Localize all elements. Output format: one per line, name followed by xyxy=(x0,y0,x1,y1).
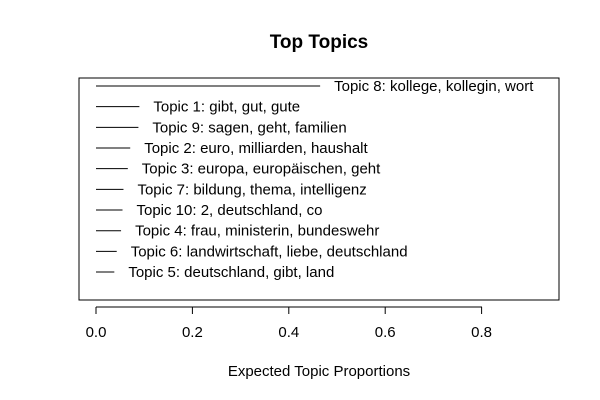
plot-frame xyxy=(78,77,560,301)
topic-label: Topic 1: gibt, gut, gute xyxy=(153,99,300,116)
x-axis-title: Expected Topic Proportions xyxy=(228,363,410,380)
topic-label: Topic 8: kollege, kollegin, wort xyxy=(334,78,534,95)
topic-label: Topic 6: landwirtschaft, liebe, deutschl… xyxy=(131,243,408,260)
x-tick-label: 0.6 xyxy=(375,324,396,341)
topic-label: Topic 5: deutschland, gibt, land xyxy=(128,264,334,281)
topic-label: Topic 7: bildung, thema, intelligenz xyxy=(137,181,366,198)
topic-label: Topic 9: sagen, geht, familien xyxy=(152,119,346,136)
topic-series: Topic 8: kollege, kollegin, wort Topic 1:… xyxy=(96,78,534,281)
x-axis-ticks: 0.0 0.2 0.4 0.6 0.8 xyxy=(86,307,492,341)
topic-label: Topic 2: euro, milliarden, haushalt xyxy=(144,140,368,157)
topic-label: Topic 4: frau, ministerin, bundeswehr xyxy=(135,223,379,240)
x-tick-label: 0.8 xyxy=(471,324,492,341)
x-tick-label: 0.0 xyxy=(86,324,107,341)
topic-label: Topic 3: europa, europäischen, geht xyxy=(142,161,381,178)
topic-label: Topic 10: 2, deutschland, co xyxy=(137,202,323,219)
chart-title: Top Topics xyxy=(270,32,369,53)
x-tick-label: 0.2 xyxy=(182,324,203,341)
x-tick-label: 0.4 xyxy=(278,324,299,341)
